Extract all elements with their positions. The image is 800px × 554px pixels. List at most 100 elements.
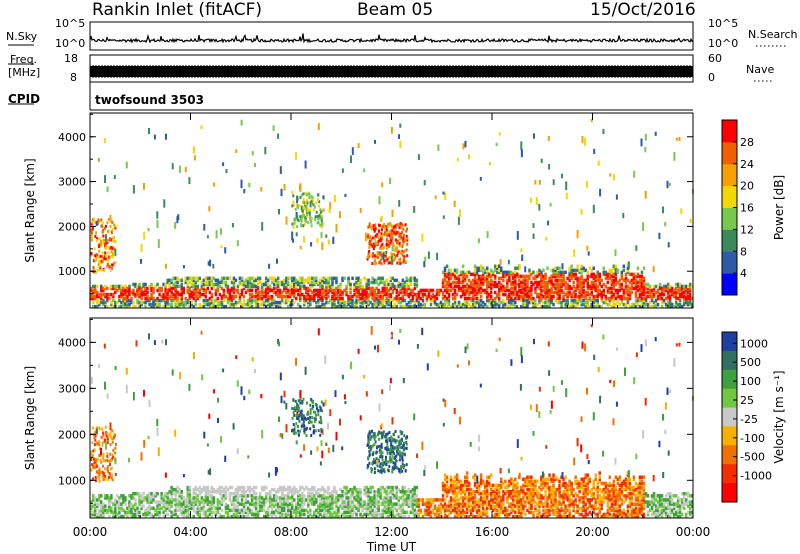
cell bbox=[246, 508, 250, 513]
cell bbox=[381, 182, 384, 188]
cell bbox=[590, 274, 593, 279]
cell bbox=[278, 500, 282, 504]
cell bbox=[608, 286, 612, 291]
cell bbox=[530, 280, 533, 285]
cell bbox=[490, 282, 493, 287]
cell bbox=[580, 270, 583, 275]
cell bbox=[220, 294, 224, 299]
cell bbox=[685, 302, 688, 307]
cell bbox=[266, 294, 270, 299]
cell bbox=[116, 300, 119, 305]
cell bbox=[216, 282, 220, 287]
cell bbox=[528, 270, 531, 275]
cell bbox=[206, 487, 210, 492]
cell bbox=[148, 284, 151, 289]
cell bbox=[411, 298, 415, 303]
cell bbox=[494, 300, 497, 305]
cell bbox=[492, 304, 495, 309]
cell bbox=[405, 234, 408, 238]
cell bbox=[482, 278, 485, 283]
cell bbox=[107, 238, 110, 242]
cell bbox=[140, 243, 143, 253]
cell bbox=[301, 492, 304, 496]
cell bbox=[321, 296, 324, 301]
cell bbox=[536, 292, 539, 297]
cell bbox=[299, 506, 302, 510]
cell bbox=[373, 502, 376, 506]
cell bbox=[228, 492, 232, 496]
cell bbox=[395, 485, 398, 490]
cell bbox=[315, 210, 318, 214]
cell bbox=[136, 288, 139, 293]
cell bbox=[186, 278, 189, 283]
cell bbox=[377, 282, 380, 287]
cell bbox=[341, 298, 344, 303]
cell bbox=[572, 274, 575, 279]
cell bbox=[475, 280, 479, 285]
cell bbox=[214, 282, 218, 287]
cell bbox=[419, 296, 423, 301]
cell bbox=[118, 512, 121, 517]
cell bbox=[256, 498, 260, 502]
cell bbox=[378, 236, 381, 240]
cell bbox=[391, 504, 394, 508]
cell bbox=[278, 209, 280, 215]
cell bbox=[363, 492, 366, 496]
cell bbox=[283, 300, 286, 305]
station-title: Rankin Inlet (fitACF) bbox=[92, 0, 263, 20]
cell bbox=[126, 288, 129, 293]
cell bbox=[560, 300, 563, 305]
cell bbox=[172, 298, 175, 303]
cell bbox=[302, 224, 305, 228]
cell bbox=[371, 498, 374, 502]
cell bbox=[319, 288, 322, 293]
cell bbox=[206, 302, 210, 307]
cell bbox=[406, 238, 409, 242]
cell bbox=[457, 300, 461, 305]
cell bbox=[584, 300, 587, 305]
cell bbox=[176, 216, 179, 224]
cell bbox=[445, 504, 449, 508]
cell bbox=[341, 168, 344, 173]
cell bbox=[301, 276, 304, 281]
cell bbox=[488, 272, 491, 277]
cell bbox=[413, 302, 417, 307]
cell bbox=[685, 294, 688, 299]
cell bbox=[556, 272, 559, 277]
cell bbox=[220, 245, 223, 249]
cell bbox=[640, 286, 644, 291]
cell bbox=[506, 296, 509, 301]
cell bbox=[210, 494, 214, 498]
cell bbox=[200, 490, 204, 494]
cell bbox=[544, 274, 547, 279]
cell bbox=[393, 304, 396, 309]
cell bbox=[359, 496, 362, 500]
cell bbox=[307, 192, 310, 196]
cell bbox=[107, 251, 110, 255]
cell bbox=[238, 508, 242, 513]
cell bbox=[441, 506, 445, 510]
cell bbox=[498, 276, 501, 281]
cell bbox=[538, 280, 541, 285]
cell bbox=[620, 274, 624, 279]
cell bbox=[347, 500, 350, 504]
cell bbox=[147, 228, 150, 232]
cell bbox=[642, 282, 646, 287]
cell bbox=[391, 290, 394, 295]
cell bbox=[351, 492, 354, 496]
cell bbox=[405, 276, 409, 281]
cell bbox=[144, 510, 147, 515]
cell bbox=[592, 272, 595, 277]
cell bbox=[405, 292, 409, 297]
cell bbox=[588, 284, 591, 289]
cell bbox=[333, 292, 336, 297]
cell bbox=[341, 276, 344, 281]
cell bbox=[206, 298, 210, 303]
cell bbox=[488, 274, 491, 279]
cell bbox=[100, 284, 103, 289]
cell bbox=[439, 510, 443, 515]
cell bbox=[270, 500, 274, 504]
cell bbox=[272, 496, 276, 500]
cell bbox=[516, 282, 519, 287]
cell bbox=[498, 300, 501, 305]
